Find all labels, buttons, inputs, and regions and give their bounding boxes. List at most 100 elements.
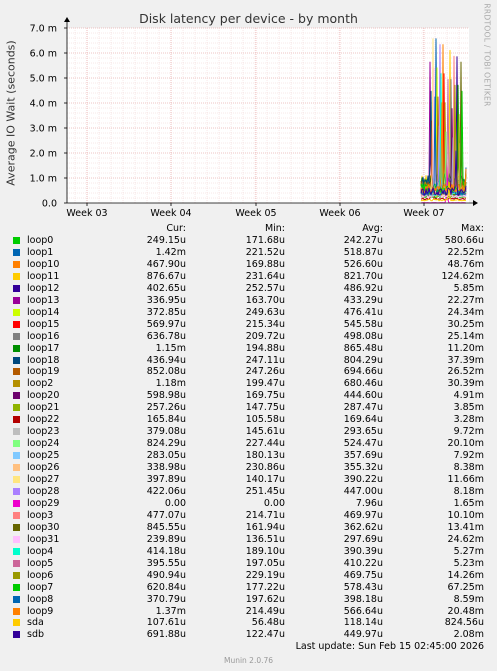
- series-line-loop31: [420, 67, 467, 198]
- x-tick-label: Week 05: [235, 208, 276, 219]
- series-line-sdb: [420, 150, 467, 196]
- legend-min-value: 251.45u: [245, 485, 285, 497]
- legend-min-value: 136.51u: [245, 533, 285, 545]
- legend-series-name: loop13: [27, 294, 60, 306]
- legend-min-value: 215.34u: [245, 318, 285, 330]
- legend-item-loop2: loop2 1.18m 199.47u 680.46u 30.39m: [0, 378, 497, 390]
- legend-item-loop7: loop7 620.84u 177.22u 578.43u 67.25m: [0, 582, 497, 594]
- legend-series-name: loop4: [27, 545, 54, 557]
- legend-max-value: 13.41m: [447, 521, 484, 533]
- legend-series-name: loop31: [27, 533, 60, 545]
- legend-max-value: 30.39m: [447, 378, 484, 390]
- legend-min-value: 197.05u: [245, 557, 285, 569]
- series-line-sda: [420, 181, 467, 202]
- legend-item-loop6: loop6 490.94u 229.19u 469.75u 14.26m: [0, 570, 497, 582]
- legend-min-value: 229.19u: [245, 569, 285, 581]
- legend-max-value: 3.28m: [453, 414, 484, 426]
- legend-series-name: loop20: [27, 390, 60, 402]
- x-tick-label: Week 06: [319, 208, 360, 219]
- legend-swatch: [13, 332, 20, 340]
- legend-swatch: [13, 571, 20, 579]
- legend-item-loop27: loop27 397.89u 140.17u 390.22u 11.66m: [0, 474, 497, 486]
- legend-swatch: [13, 248, 20, 256]
- legend-min-value: 171.68u: [245, 235, 285, 246]
- legend-avg-value: 444.60u: [343, 390, 383, 402]
- y-tick-label: 7.0 m: [30, 24, 57, 35]
- legend-max-value: 5.23m: [453, 557, 484, 569]
- legend-cur-value: 691.88u: [146, 629, 186, 641]
- legend-item-loop15: loop15 569.97u 215.34u 545.58u 30.25m: [0, 319, 497, 331]
- legend-column-header: Cur:: [166, 223, 186, 234]
- legend-max-value: 580.66u: [444, 235, 484, 246]
- legend-item-loop5: loop5 395.55u 197.05u 410.22u 5.23m: [0, 558, 497, 570]
- legend-max-value: 11.66m: [447, 474, 484, 485]
- legend-series-name: loop11: [27, 270, 60, 282]
- legend-swatch: [13, 523, 20, 531]
- legend-item-sda: sda 107.61u 56.48u 118.14u 824.56u: [0, 617, 497, 629]
- legend-cur-value: 477.07u: [146, 509, 186, 521]
- legend-cur-value: 397.89u: [146, 474, 186, 485]
- legend-swatch: [13, 356, 20, 364]
- legend-item-loop21: loop21 257.26u 147.75u 287.47u 3.85m: [0, 402, 497, 414]
- legend-avg-value: 447.00u: [343, 485, 383, 497]
- legend-swatch: [13, 416, 20, 424]
- legend-item-loop25: loop25 283.05u 180.13u 357.69u 7.92m: [0, 450, 497, 462]
- legend-item-loop8: loop8 370.79u 197.62u 398.18u 8.59m: [0, 594, 497, 606]
- legend-avg-value: 390.39u: [343, 545, 383, 557]
- legend-max-value: 8.18m: [453, 485, 484, 497]
- x-tick-label: Week 03: [66, 208, 107, 219]
- legend-avg-value: 680.46u: [343, 378, 383, 390]
- legend-swatch: [13, 464, 20, 471]
- legend-min-value: 169.75u: [245, 390, 285, 402]
- legend-max-value: 8.59m: [453, 593, 484, 605]
- legend-cur-value: 490.94u: [146, 569, 186, 581]
- legend-item-loop29: loop29 0.00 0.00 7.96u 1.65m: [0, 498, 497, 510]
- legend-cur-value: 414.18u: [146, 545, 186, 557]
- legend-swatch: [13, 631, 20, 639]
- legend-max-value: 824.56u: [444, 617, 484, 629]
- legend-series-name: loop8: [27, 593, 54, 605]
- legend-avg-value: 169.64u: [343, 414, 383, 426]
- legend-avg-value: 865.48u: [343, 342, 383, 354]
- legend-swatch: [13, 583, 20, 591]
- legend-cur-value: 107.61u: [146, 617, 186, 629]
- legend-min-value: 177.22u: [245, 581, 285, 593]
- legend-min-value: 214.71u: [245, 509, 285, 521]
- legend-cur-value: 467.90u: [146, 258, 186, 270]
- legend-series-name: loop14: [27, 306, 60, 318]
- legend-series-name: loop17: [27, 342, 60, 354]
- legend-cur-value: 379.08u: [146, 426, 186, 438]
- legend-avg-value: 469.97u: [343, 509, 383, 521]
- legend-series-name: loop18: [27, 354, 60, 366]
- legend-swatch: [13, 595, 20, 603]
- legend-series-name: loop30: [27, 521, 60, 533]
- legend-series-name: loop19: [27, 366, 60, 378]
- legend-min-value: 122.47u: [245, 629, 285, 641]
- x-axis-arrow: [473, 200, 478, 206]
- legend-avg-value: 578.43u: [343, 581, 383, 593]
- legend-item-loop16: loop16 636.78u 209.72u 498.08u 25.14m: [0, 331, 497, 343]
- legend-cur-value: 852.08u: [146, 366, 186, 378]
- x-tick-label: Week 07: [403, 208, 444, 219]
- legend-series-name: loop16: [27, 330, 60, 342]
- legend-swatch: [13, 308, 20, 316]
- legend-cur-value: 598.98u: [146, 390, 186, 402]
- legend-swatch: [13, 607, 20, 615]
- legend-cur-value: 876.67u: [146, 270, 186, 282]
- legend-avg-value: 476.41u: [343, 306, 383, 318]
- legend-swatch: [13, 237, 20, 244]
- legend-series-name: loop28: [27, 485, 60, 497]
- legend-min-value: 194.88u: [245, 342, 285, 354]
- legend-series-name: loop24: [27, 438, 60, 450]
- legend-min-value: 214.49u: [245, 605, 285, 617]
- legend-swatch: [13, 547, 20, 555]
- legend-max-value: 5.27m: [453, 545, 484, 557]
- legend-item-loop10: loop10 467.90u 169.88u 526.60u 48.76m: [0, 259, 497, 271]
- legend-max-value: 11.20m: [447, 342, 484, 354]
- x-tick-label: Week 04: [150, 208, 191, 219]
- legend-min-value: 199.47u: [245, 378, 285, 390]
- legend-min-value: 252.57u: [245, 282, 285, 294]
- legend-cur-value: 636.78u: [146, 330, 186, 342]
- legend-avg-value: 297.69u: [343, 533, 383, 545]
- legend-series-name: loop10: [27, 258, 60, 270]
